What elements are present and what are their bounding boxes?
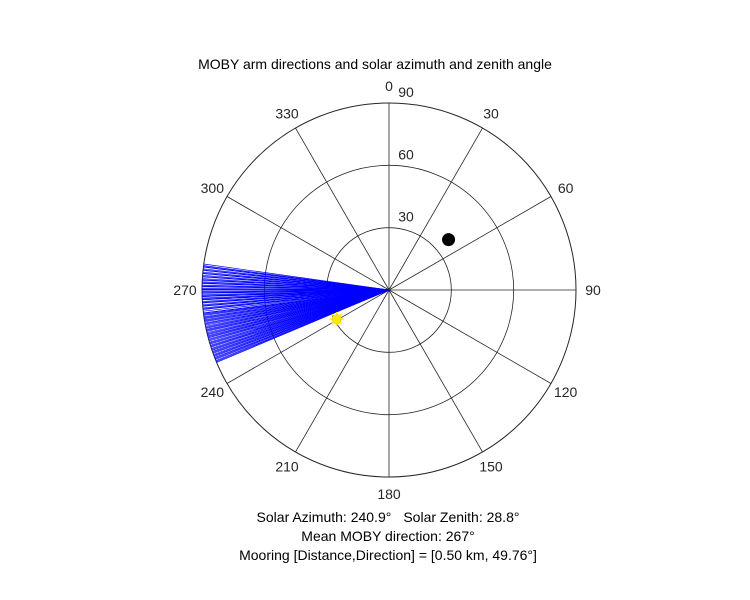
angle-label-30: 30 <box>483 105 499 121</box>
spoke-60 <box>388 196 552 291</box>
radial-label-60: 60 <box>398 146 414 162</box>
mooring-marker <box>442 233 456 247</box>
angle-label-210: 210 <box>275 459 299 475</box>
radial-labels: 30 60 90 <box>398 84 414 225</box>
sun-marker <box>329 312 344 327</box>
radial-label-30: 30 <box>398 209 414 225</box>
sun-disc <box>331 314 342 324</box>
markers <box>329 233 456 327</box>
arm-line <box>202 289 390 306</box>
arm-line <box>202 289 390 300</box>
arm-line <box>202 289 390 293</box>
arm-line <box>216 289 390 363</box>
spoke-30 <box>388 127 483 291</box>
arm-line <box>202 275 390 291</box>
angle-label-240: 240 <box>201 384 225 400</box>
angle-label-330: 330 <box>275 105 299 121</box>
arm-line <box>202 279 390 291</box>
angle-label-60: 60 <box>558 180 574 196</box>
solar-zenith-text: Solar Zenith: 28.8° <box>403 509 520 525</box>
arm-line <box>203 266 390 291</box>
spoke-240 <box>226 289 390 384</box>
spoke-150 <box>388 289 483 453</box>
angle-label-120: 120 <box>554 384 578 400</box>
radial-label-90: 90 <box>398 84 414 100</box>
arm-directions <box>201 263 390 363</box>
spoke-120 <box>388 289 552 384</box>
arm-line <box>203 269 390 291</box>
angle-label-0: 0 <box>385 78 393 94</box>
mooring-caption: Mooring [Distance,Direction] = [0.50 km,… <box>239 547 537 563</box>
arm-line <box>203 289 390 312</box>
arm-line <box>203 263 390 291</box>
spoke-330 <box>295 127 390 291</box>
mean-direction-caption: Mean MOBY direction: 267° <box>301 528 475 544</box>
arm-line <box>202 282 390 291</box>
angle-label-270: 270 <box>173 282 197 298</box>
angle-labels: 0 30 60 90 120 150 180 210 240 270 300 330 <box>173 78 601 502</box>
arm-line <box>202 289 390 297</box>
angle-label-300: 300 <box>201 180 225 196</box>
angle-label-180: 180 <box>377 486 401 502</box>
solar-azimuth-text: Solar Azimuth: 240.9° <box>256 509 392 525</box>
angle-label-90: 90 <box>585 282 601 298</box>
arm-line <box>202 289 390 303</box>
spoke-300 <box>226 196 390 291</box>
arm-line <box>201 288 390 291</box>
arm-line <box>202 289 390 310</box>
chart-title: MOBY arm directions and solar azimuth an… <box>198 56 552 72</box>
solar-caption: Solar Azimuth: 240.9° Solar Zenith: 28.8° <box>0 509 750 525</box>
spoke-210 <box>295 289 390 453</box>
arm-line <box>202 285 390 291</box>
arm-line <box>202 272 390 291</box>
angle-label-150: 150 <box>479 459 503 475</box>
